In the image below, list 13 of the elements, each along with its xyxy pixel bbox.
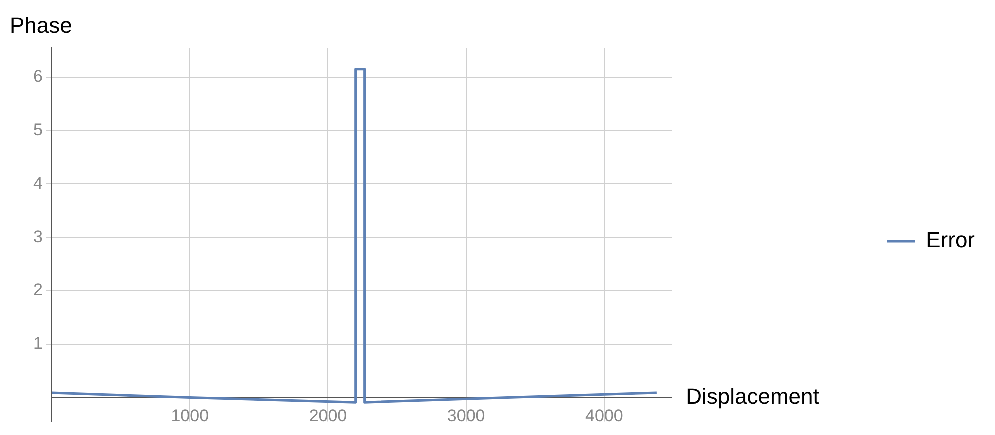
y-tick-label: 5: [34, 120, 43, 140]
y-tick-label: 1: [34, 334, 43, 354]
y-tick-label: 4: [34, 174, 43, 193]
x-tick-label: 1000: [171, 406, 210, 426]
x-axis-title: Displacement: [686, 384, 820, 409]
x-tick-label: 4000: [586, 406, 624, 426]
y-axis-title: Phase: [10, 13, 72, 38]
y-tick-label: 3: [34, 227, 43, 246]
x-tick-label: 2000: [309, 406, 348, 426]
y-tick-label: 6: [34, 67, 43, 86]
legend-label: Error: [926, 228, 976, 253]
x-tick-label: 3000: [447, 406, 486, 426]
y-tick-label: 2: [34, 280, 43, 300]
